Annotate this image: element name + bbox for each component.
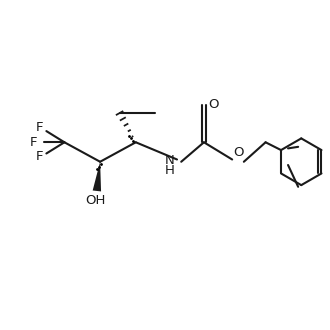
Polygon shape xyxy=(93,162,101,191)
Text: F: F xyxy=(36,150,44,163)
Text: F: F xyxy=(30,136,37,149)
Text: O: O xyxy=(233,146,243,159)
Text: O: O xyxy=(208,98,218,112)
Text: H: H xyxy=(165,164,175,177)
Text: N: N xyxy=(165,154,175,167)
Text: OH: OH xyxy=(85,193,105,207)
Text: F: F xyxy=(36,121,44,134)
